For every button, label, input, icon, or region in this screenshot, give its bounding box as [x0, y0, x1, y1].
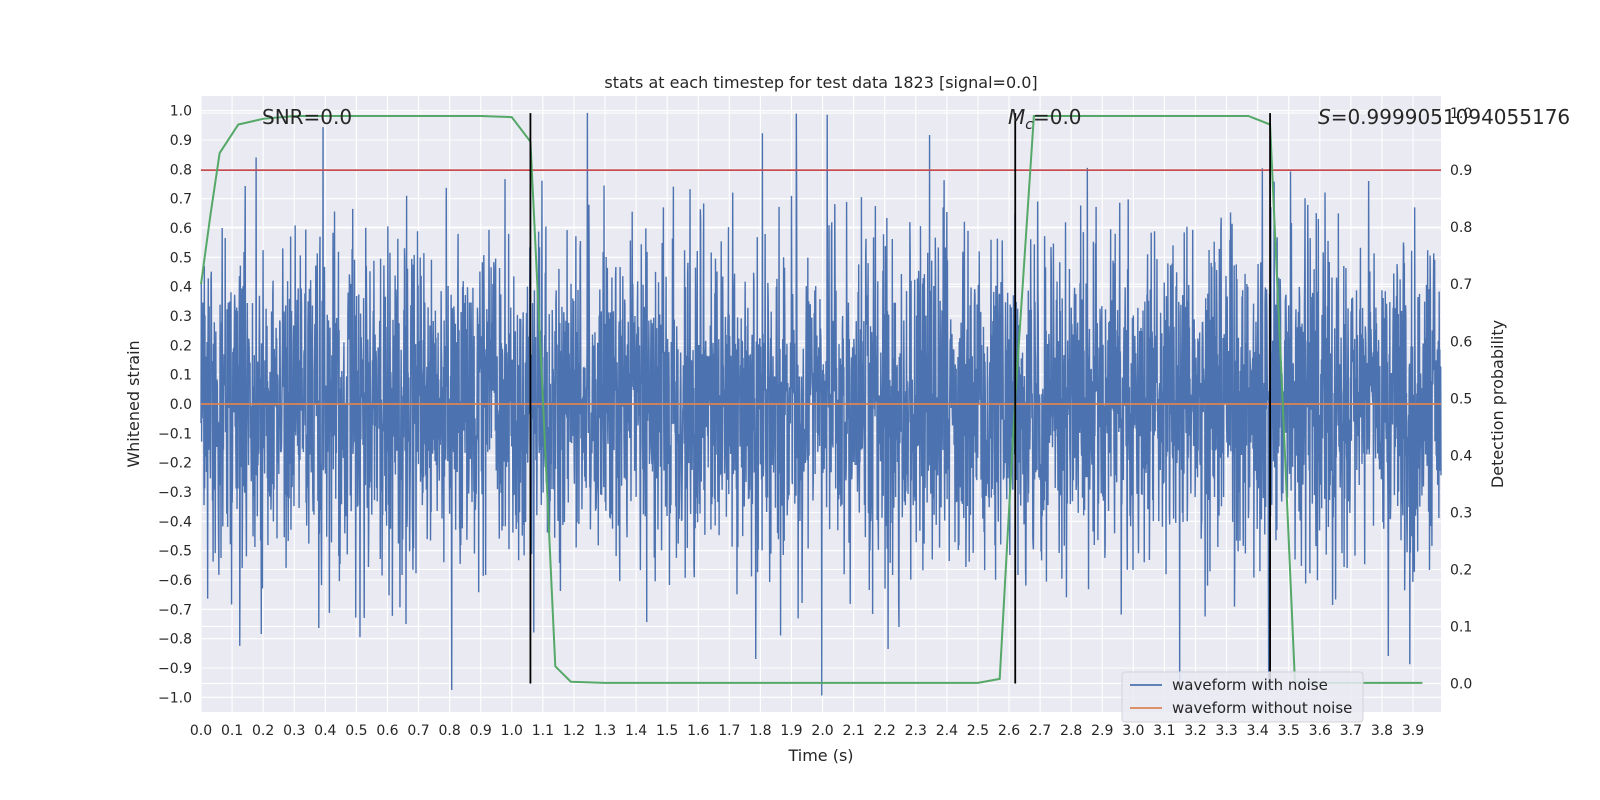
right-y-tick-label: 0.1: [1450, 619, 1472, 635]
x-tick-label: 1.9: [780, 723, 802, 739]
x-tick-label: 0.9: [470, 723, 492, 739]
x-tick-label: 3.5: [1278, 723, 1300, 739]
legend-label-clean: waveform without noise: [1172, 699, 1352, 717]
x-tick-label: 1.8: [749, 723, 771, 739]
right-y-tick-label: 0.2: [1450, 562, 1472, 578]
right-y-tick-label: 0.4: [1450, 448, 1472, 464]
y-tick-label: −0.7: [158, 602, 192, 618]
x-tick-label: 1.7: [718, 723, 740, 739]
x-tick-label: 2.9: [1091, 723, 1113, 739]
legend-label-noise: waveform with noise: [1172, 676, 1328, 694]
chirp-mass-value: =0.0: [1033, 105, 1082, 129]
x-tick-label: 0.2: [252, 723, 274, 739]
s-annotation: S=0.9999051094055176: [1318, 105, 1570, 129]
y-tick-label: 0.2: [170, 338, 192, 354]
y-tick-label: 0.6: [170, 221, 192, 237]
y-tick-label: −1.0: [158, 690, 192, 706]
right-y-tick-label: 0.7: [1450, 277, 1472, 293]
y-tick-label: 0.0: [170, 397, 192, 413]
x-tick-label: 2.3: [905, 723, 927, 739]
right-y-tick-label: 0.9: [1450, 163, 1472, 179]
x-axis-label: Time (s): [787, 746, 853, 765]
right-y-tick-label: 0.5: [1450, 391, 1472, 407]
y-tick-label: 0.5: [170, 250, 192, 266]
chart-title: stats at each timestep for test data 182…: [604, 73, 1037, 92]
y-tick-label: 0.3: [170, 309, 192, 325]
y-tick-label: 0.1: [170, 368, 192, 384]
x-tick-label: 0.7: [407, 723, 429, 739]
x-tick-label: 3.6: [1309, 723, 1331, 739]
right-y-tick-label: 0.6: [1450, 334, 1472, 350]
y-tick-label: −0.5: [158, 544, 192, 560]
y-tick-label: −0.6: [158, 573, 192, 589]
s-symbol: S: [1318, 105, 1331, 129]
y-axis-label: Whitened strain: [124, 340, 143, 467]
waveform-with-noise-line: [200, 112, 1442, 696]
y-tick-label: −0.1: [158, 426, 192, 442]
x-tick-label: 2.4: [936, 723, 958, 739]
y-tick-label: 1.0: [170, 104, 192, 120]
legend: waveform with noise waveform without noi…: [1121, 671, 1364, 723]
x-tick-label: 0.0: [190, 723, 212, 739]
y-tick-label: 0.9: [170, 133, 192, 149]
x-tick-label: 1.0: [501, 723, 523, 739]
x-tick-label: 2.6: [998, 723, 1020, 739]
x-tick-label: 2.1: [842, 723, 864, 739]
x-tick-label: 0.4: [314, 723, 336, 739]
waveform-with-noise-path: [200, 112, 1442, 696]
chirp-mass-annotation: Mc=0.0: [1008, 105, 1082, 133]
chirp-mass-subscript: c: [1025, 117, 1033, 133]
x-tick-label: 0.8: [438, 723, 460, 739]
x-tick-label: 3.3: [1215, 723, 1237, 739]
x-tick-label: 3.1: [1153, 723, 1175, 739]
ticks: 0.0 0.1 0.2 0.3 0.4 0.5 0.6 0.7 0.8 0.9 1.0 1.1 1.2 1…: [158, 104, 1472, 739]
series-layer: [200, 113, 1441, 684]
x-tick-label: 2.5: [967, 723, 989, 739]
x-tick-label: 3.7: [1340, 723, 1362, 739]
x-tick-label: 3.2: [1184, 723, 1206, 739]
y-tick-label: −0.8: [158, 632, 192, 648]
y-tick-label: 0.7: [170, 192, 192, 208]
y-tick-label: −0.4: [158, 514, 192, 530]
x-tick-label: 0.5: [345, 723, 367, 739]
x-tick-label: 2.7: [1029, 723, 1051, 739]
x-tick-label: 1.2: [563, 723, 585, 739]
x-tick-label: 3.9: [1402, 723, 1424, 739]
y-tick-label: 0.8: [170, 162, 192, 178]
x-tick-label: 3.4: [1247, 723, 1269, 739]
x-tick-label: 0.1: [221, 723, 243, 739]
x-tick-label: 0.6: [376, 723, 398, 739]
x-tick-label: 1.4: [625, 723, 647, 739]
y-tick-label: −0.9: [158, 661, 192, 677]
x-tick-label: 3.0: [1122, 723, 1144, 739]
right-y-axis-label: Detection probability: [1488, 320, 1507, 488]
right-y-tick-label: 0.3: [1450, 505, 1472, 521]
right-y-tick-label: 1.0: [1450, 106, 1472, 122]
x-tick-label: 1.3: [594, 723, 616, 739]
right-y-tick-label: 0.0: [1450, 676, 1472, 692]
y-tick-label: 0.4: [170, 280, 192, 296]
x-tick-label: 1.5: [656, 723, 678, 739]
chirp-mass-symbol: M: [1008, 105, 1025, 129]
x-tick-label: 2.8: [1060, 723, 1082, 739]
x-tick-label: 1.1: [532, 723, 554, 739]
s-value: =0.9999051094055176: [1331, 105, 1570, 129]
right-y-tick-label: 0.8: [1450, 220, 1472, 236]
x-tick-label: 0.3: [283, 723, 305, 739]
x-tick-label: 1.6: [687, 723, 709, 739]
y-tick-label: −0.2: [158, 456, 192, 472]
x-tick-label: 2.0: [811, 723, 833, 739]
snr-annotation: SNR=0.0: [262, 105, 352, 129]
legend-box: [1121, 671, 1364, 723]
x-tick-label: 2.2: [874, 723, 896, 739]
y-tick-label: −0.3: [158, 485, 192, 501]
x-tick-label: 3.8: [1371, 723, 1393, 739]
